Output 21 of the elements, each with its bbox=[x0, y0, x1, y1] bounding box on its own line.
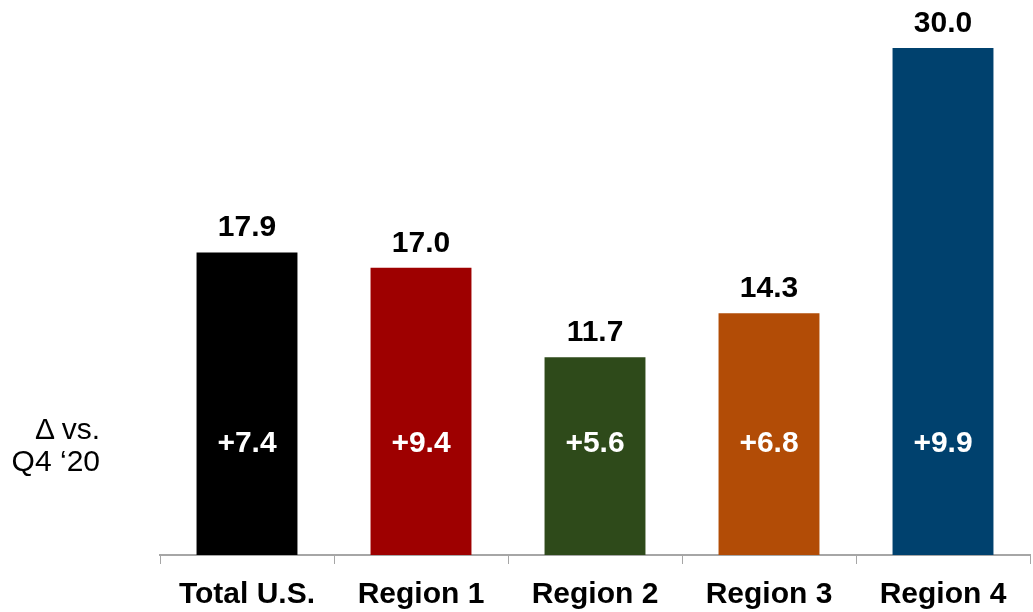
data-label: 14.3 bbox=[739, 270, 799, 304]
text: Δ vs. Q4 ‘20 bbox=[10, 412, 100, 478]
data-label: 30.0 bbox=[913, 5, 973, 38]
data-label: 11.7 bbox=[566, 314, 624, 348]
annotation: +6.8 bbox=[739, 424, 799, 458]
bar bbox=[196, 252, 298, 555]
annotation: +9.4 bbox=[391, 424, 451, 458]
bar bbox=[370, 267, 472, 555]
x-tick-label: Region 1 bbox=[357, 576, 485, 610]
bar bbox=[892, 48, 994, 555]
x-tick-label: Region 4 bbox=[879, 576, 1007, 610]
data-label: 17.9 bbox=[217, 209, 277, 243]
data-label: 17.0 bbox=[391, 224, 451, 258]
x-tick-label: Region 3 bbox=[705, 576, 833, 610]
annotation: +9.9 bbox=[913, 424, 973, 458]
x-tick-label: Region 2 bbox=[531, 576, 659, 610]
x-tick-label: Total U.S. bbox=[178, 576, 316, 610]
bar bbox=[718, 313, 820, 555]
annotation: +5.6 bbox=[565, 424, 625, 458]
bar bbox=[544, 357, 646, 555]
annotation: +7.4 bbox=[217, 424, 277, 458]
